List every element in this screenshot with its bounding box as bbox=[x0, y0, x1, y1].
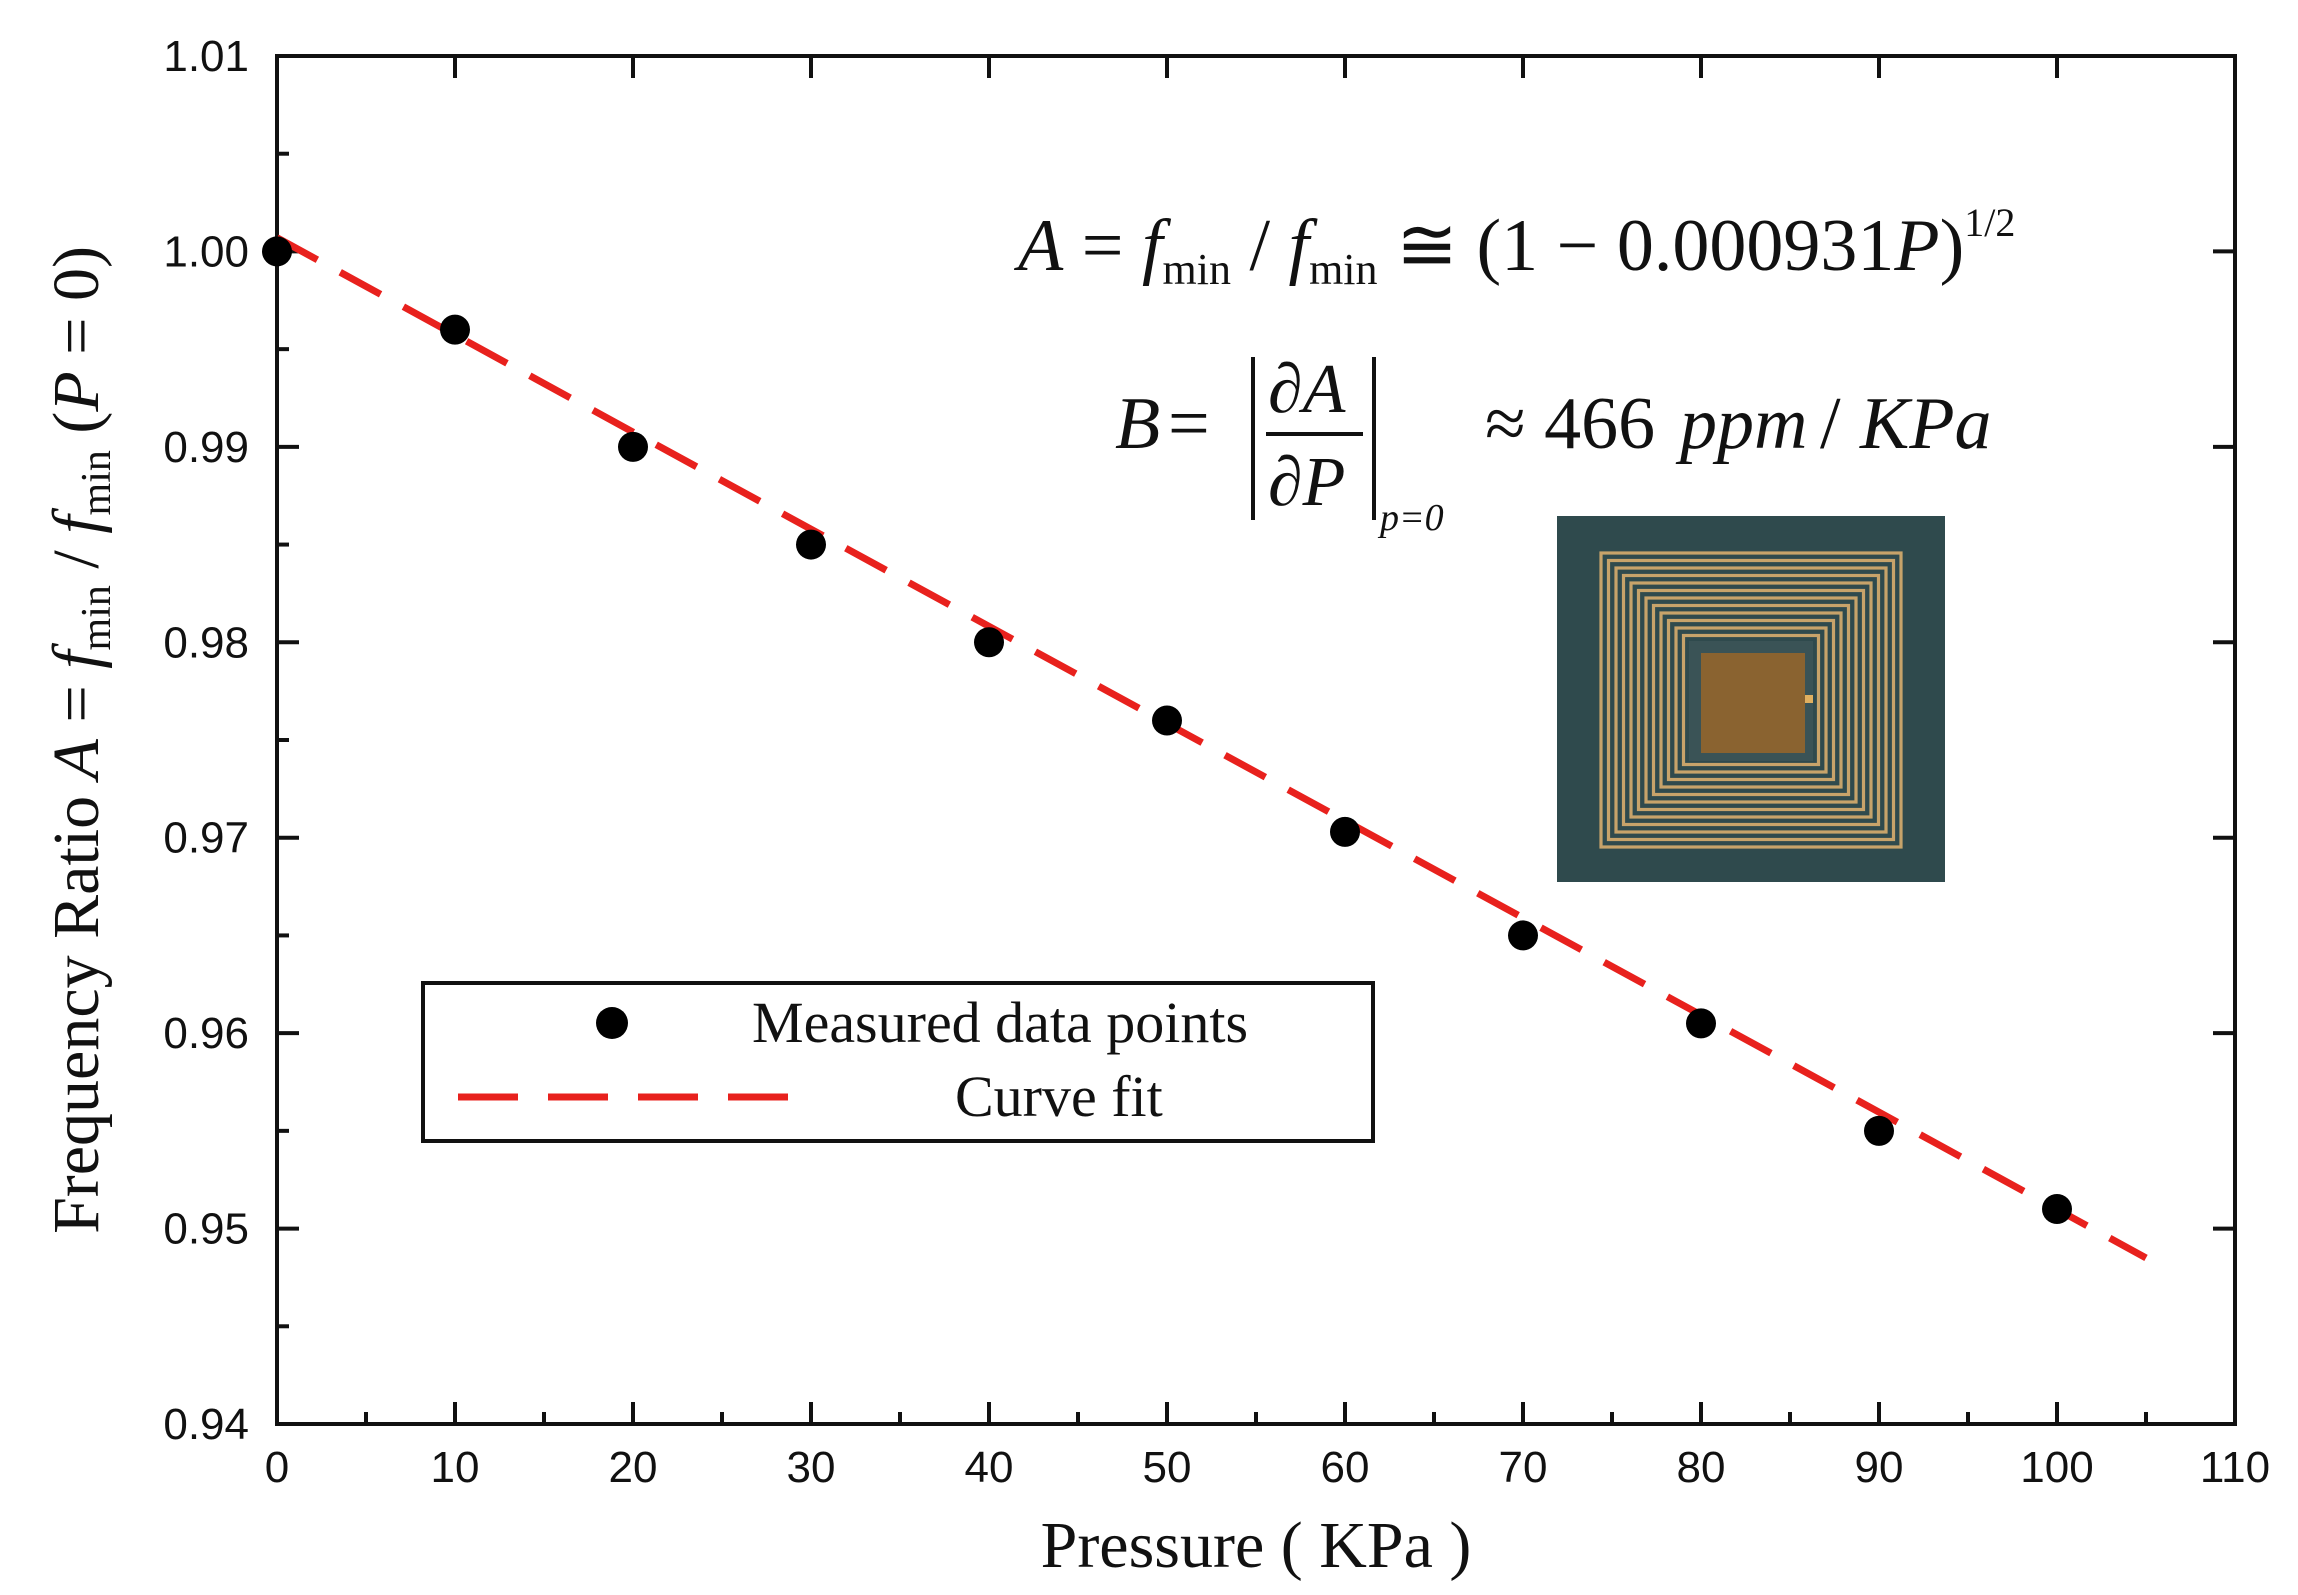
x-tick-label: 40 bbox=[965, 1443, 1014, 1492]
coil-turn bbox=[1606, 558, 1896, 842]
x-tick-label: 10 bbox=[431, 1443, 480, 1492]
data-point bbox=[974, 627, 1004, 658]
svg-text:≈ 466: ≈ 466 bbox=[1485, 383, 1655, 465]
data-point bbox=[1330, 816, 1360, 847]
x-tick-label: 80 bbox=[1677, 1443, 1726, 1492]
coil-turn bbox=[1674, 626, 1828, 774]
svg-text:Frequency Ratio A = fmi: Frequency Ratio A = fmin / fmin (P = 0) bbox=[40, 246, 120, 1234]
coil-turn bbox=[1659, 611, 1843, 789]
equation-1: A = fmin / fmin ≅ (1 − 0.000931P)1/2 bbox=[1013, 200, 2015, 294]
svg-text:A = fmin / fmin ≅ (1 − 0.00093: A = fmin / fmin ≅ (1 − 0.000931P)1/2 bbox=[1013, 200, 2015, 294]
data-point bbox=[1152, 705, 1182, 736]
y-tick-label: 1.00 bbox=[163, 227, 249, 276]
y-tick-label: 0.97 bbox=[163, 814, 249, 863]
svg-text:B: B bbox=[1115, 383, 1160, 465]
y-tick-label: 0.96 bbox=[163, 1009, 249, 1058]
equation-2: B = ∂A ∂P p=0 ≈ 466 ppm / KPa bbox=[1115, 351, 1992, 539]
svg-text:ppm: ppm bbox=[1675, 383, 1807, 465]
svg-text:p=0: p=0 bbox=[1377, 497, 1444, 539]
coil-turn bbox=[1629, 581, 1873, 819]
coil-turn bbox=[1681, 633, 1821, 767]
x-tick-label: 20 bbox=[609, 1443, 658, 1492]
y-tick-label: 1.01 bbox=[163, 32, 249, 81]
y-tick-label: 0.98 bbox=[163, 618, 249, 667]
y-axis-title-text: Frequency Ratio bbox=[40, 796, 113, 1234]
legend-box bbox=[421, 981, 1375, 1143]
coil-center-pad bbox=[1701, 653, 1805, 753]
x-axis: 0 10 20 30 40 50 60 70 80 90 100 110 bbox=[265, 56, 2270, 1492]
data-point bbox=[262, 236, 292, 267]
coil-turn bbox=[1636, 588, 1866, 812]
x-axis-title: Pressure ( KPa ) bbox=[1041, 1509, 1472, 1582]
data-point bbox=[1864, 1115, 1894, 1146]
svg-text:=: = bbox=[1168, 383, 1210, 465]
coil-turn bbox=[1599, 551, 1903, 849]
coil-turn bbox=[1621, 573, 1881, 827]
x-tick-label: 110 bbox=[2200, 1443, 2270, 1492]
inset-coil-photo bbox=[1557, 516, 1945, 882]
x-tick-label: 50 bbox=[1143, 1443, 1192, 1492]
data-point bbox=[796, 529, 826, 560]
x-tick-label: 100 bbox=[2020, 1443, 2093, 1492]
y-tick-label: 0.95 bbox=[163, 1205, 249, 1254]
legend: Measured data points Curve fit bbox=[421, 981, 1375, 1143]
legend-label-measured: Measured data points bbox=[752, 990, 1248, 1055]
data-point bbox=[1508, 920, 1538, 951]
legend-marker-measured bbox=[596, 1007, 628, 1039]
y-tick-label: 0.99 bbox=[163, 423, 249, 472]
x-tick-label: 90 bbox=[1855, 1443, 1904, 1492]
data-point bbox=[440, 314, 470, 345]
x-tick-label: 60 bbox=[1321, 1443, 1370, 1492]
svg-text:KPa: KPa bbox=[1859, 383, 1992, 465]
x-tick-label: 0 bbox=[265, 1443, 289, 1492]
y-axis-title: Frequency Ratio A = fmin / fmin (P = 0) bbox=[40, 246, 120, 1234]
coil-turn bbox=[1644, 596, 1858, 804]
coil-connector bbox=[1805, 695, 1813, 703]
svg-text:/: / bbox=[1820, 383, 1841, 465]
svg-text:∂A: ∂A bbox=[1268, 351, 1346, 428]
coil-turn bbox=[1666, 618, 1836, 782]
y-axis: 0.94 0.95 0.96 0.97 0.98 0.99 1.00 1.01 bbox=[163, 32, 2235, 1449]
data-point bbox=[2042, 1194, 2072, 1225]
coil-turn bbox=[1651, 603, 1851, 797]
data-points-group bbox=[262, 236, 2072, 1225]
legend-label-curve-fit: Curve fit bbox=[955, 1064, 1163, 1129]
x-tick-label: 30 bbox=[787, 1443, 836, 1492]
data-point bbox=[1686, 1008, 1716, 1039]
y-tick-label: 0.94 bbox=[163, 1400, 249, 1449]
coil-turn bbox=[1614, 566, 1888, 834]
svg-text:∂P: ∂P bbox=[1268, 444, 1345, 521]
x-tick-label: 70 bbox=[1499, 1443, 1548, 1492]
data-point bbox=[618, 431, 648, 462]
